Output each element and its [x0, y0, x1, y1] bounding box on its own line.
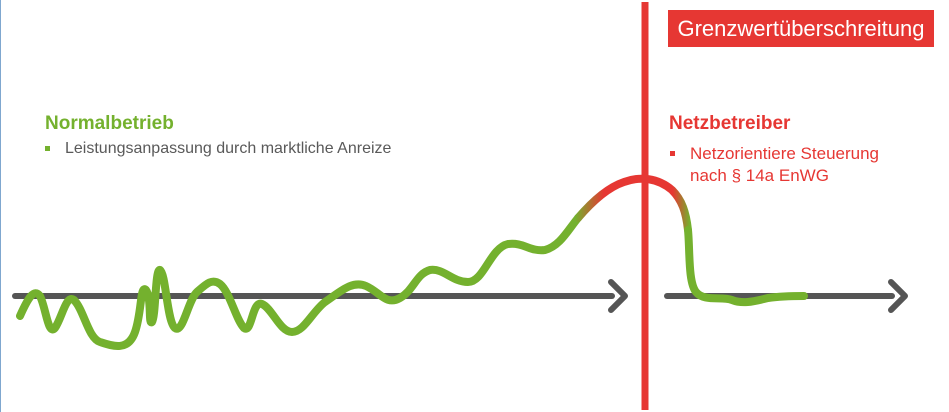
time-axis-right-arrowhead [888, 279, 908, 313]
time-axis-left-arrowhead [608, 279, 628, 313]
load-curve-normal [16, 214, 582, 350]
grid-operator-bullet-line1: Netzorientiere Steuerung [690, 144, 880, 163]
bullet-square-icon [670, 151, 675, 156]
load-curve-peak [574, 174, 692, 234]
normal-operation-heading: Normalbetrieb [45, 113, 174, 134]
grid-operator-bullet: Netzorientiere Steuerung nach § 14a EnWG [670, 143, 940, 187]
bullet-square-icon [45, 146, 50, 151]
grid-operator-heading: Netzbetreiber [669, 113, 791, 134]
limit-exceeded-badge: Grenzwertüberschreitung [668, 10, 934, 47]
normal-operation-bullet-text: Leistungsanpassung durch marktliche Anre… [65, 140, 392, 157]
load-curve-controlled [684, 226, 808, 307]
left-border-line [0, 0, 1, 412]
normal-operation-bullet: Leistungsanpassung durch marktliche Anre… [45, 138, 391, 159]
grid-operator-bullet-line2: nach § 14a EnWG [690, 166, 829, 185]
